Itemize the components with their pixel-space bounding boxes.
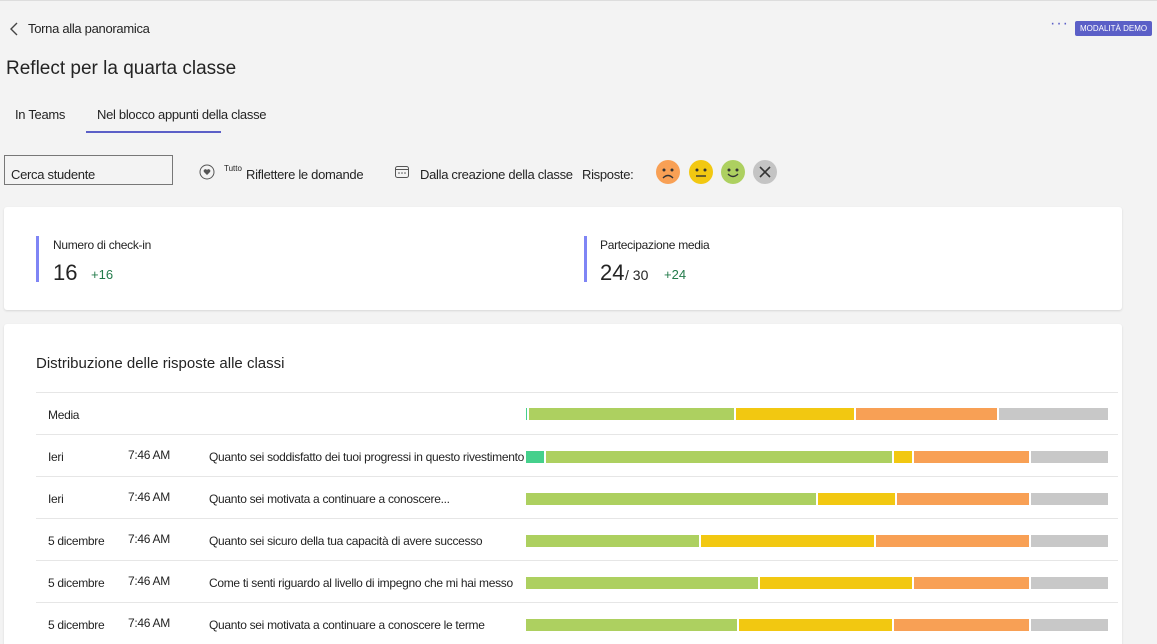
reflect-icon xyxy=(199,164,215,180)
divider xyxy=(36,602,1118,603)
questions-filter[interactable]: Riflettere le domande xyxy=(246,167,364,182)
distribution-card xyxy=(4,324,1122,644)
bar-segment xyxy=(999,408,1108,420)
stat-label: Partecipazione media xyxy=(600,238,710,252)
bar-segment xyxy=(914,577,1030,589)
stat-value: 16 xyxy=(53,260,78,285)
search-box[interactable] xyxy=(4,155,173,185)
divider xyxy=(36,560,1118,561)
bar-segment xyxy=(526,619,738,631)
row-question: Come ti senti riguardo al livello di imp… xyxy=(209,576,513,590)
row-time: 7:46 AM xyxy=(128,532,170,546)
divider xyxy=(36,476,1118,477)
bar-segment xyxy=(1031,535,1108,547)
all-label[interactable]: Tutto xyxy=(224,164,242,173)
stat-delta: +16 xyxy=(91,267,114,282)
stat-total: / 30 xyxy=(625,267,649,283)
bar-segment xyxy=(855,408,998,420)
bar-segment xyxy=(1031,493,1108,505)
divider xyxy=(36,518,1118,519)
bar-segment xyxy=(526,535,700,547)
bar-segment xyxy=(526,577,758,589)
row-date: 5 dicembre xyxy=(48,534,105,548)
bar-segment xyxy=(528,408,735,420)
stat-accent xyxy=(584,236,587,282)
bar-segment xyxy=(893,619,1030,631)
bar-segment xyxy=(736,408,854,420)
divider xyxy=(36,392,1118,393)
stat-delta: +24 xyxy=(664,267,687,282)
bar-segment xyxy=(546,451,892,463)
row-time: 7:46 AM xyxy=(128,616,170,630)
bar-segment xyxy=(914,451,1030,463)
divider xyxy=(36,434,1118,435)
tab-active[interactable]: Nel blocco appunti della classe xyxy=(97,107,267,122)
row-date: 5 dicembre xyxy=(48,576,105,590)
stat-value: 24 xyxy=(600,260,625,285)
bar-segment xyxy=(893,451,913,463)
bar-segment xyxy=(759,577,913,589)
stat-label: Numero di check-in xyxy=(53,238,151,252)
row-question: Quanto sei sicuro della tua capacità di … xyxy=(209,534,483,548)
row-time: 7:46 AM xyxy=(128,574,170,588)
row-date: Ieri xyxy=(48,450,64,464)
row-question: Quanto sei motivata a continuare a conos… xyxy=(209,492,450,506)
back-icon[interactable] xyxy=(8,21,20,37)
back-link[interactable]: Torna alla panoramica xyxy=(28,21,150,36)
bar-segment xyxy=(876,535,1030,547)
row-time: 7:46 AM xyxy=(128,448,170,462)
demo-badge: MODALITÀ DEMO xyxy=(1075,21,1153,36)
more-menu[interactable]: ··· xyxy=(1050,15,1069,32)
bar-segment xyxy=(1031,451,1108,463)
bar-segment xyxy=(701,535,875,547)
period-filter[interactable]: Dalla creazione della classe xyxy=(420,167,573,182)
calendar-icon xyxy=(395,166,409,178)
row-date: Ieri xyxy=(48,492,64,506)
row-question: Quanto sei motivata a continuare a conos… xyxy=(209,618,485,632)
row-date: 5 dicembre xyxy=(48,618,105,632)
page-title: Reflect per la quarta classe xyxy=(6,58,237,79)
search-placeholder[interactable]: Cerca studente xyxy=(11,167,95,182)
stats-card xyxy=(4,207,1122,310)
bar-segment xyxy=(739,619,892,631)
average-label: Media xyxy=(48,408,80,422)
stat-accent xyxy=(36,236,39,282)
row-time: 7:46 AM xyxy=(128,490,170,504)
section-title: Distribuzione delle risposte alle classi xyxy=(36,355,285,372)
bar-segment xyxy=(818,493,895,505)
bar-segment xyxy=(1031,619,1108,631)
response-faces[interactable] xyxy=(655,159,780,187)
tab-indicator xyxy=(86,131,221,133)
bar-segment xyxy=(526,451,545,463)
bar-segment xyxy=(526,408,527,420)
responses-label: Risposte: xyxy=(582,167,634,182)
bar-segment xyxy=(526,493,816,505)
tab[interactable]: In Teams xyxy=(15,107,66,122)
row-question: Quanto sei soddisfatto dei tuoi progress… xyxy=(209,450,524,464)
bar-segment xyxy=(1031,577,1108,589)
bar-segment xyxy=(896,493,1030,505)
